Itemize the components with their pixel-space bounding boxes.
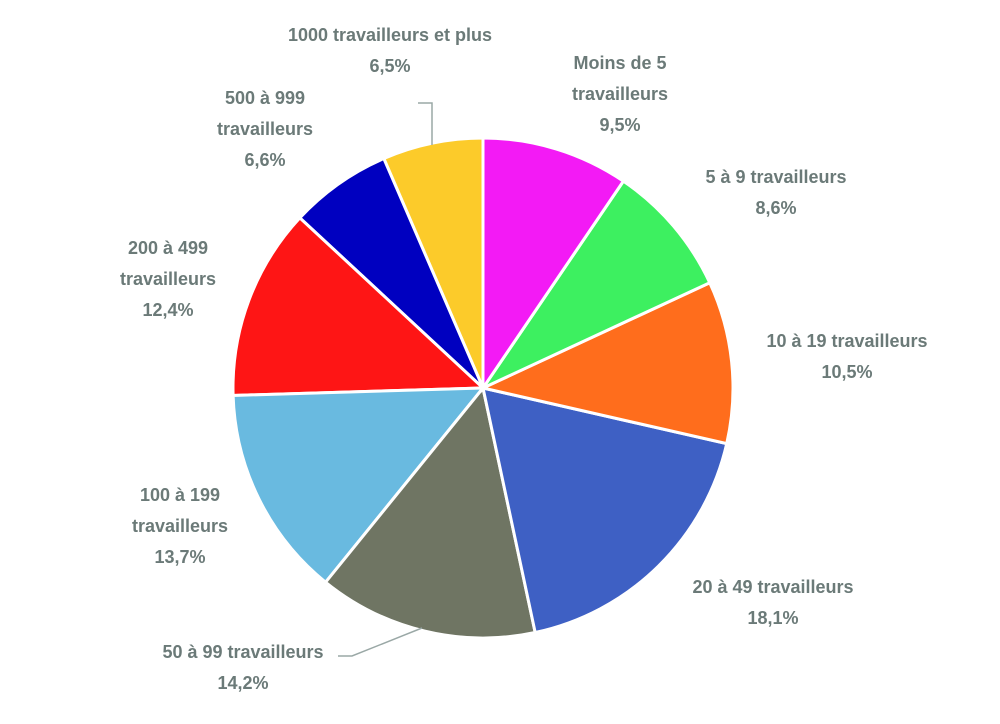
value-label: 6,5% bbox=[369, 56, 411, 76]
value-label: 18,1% bbox=[747, 608, 799, 628]
category-label: 500 à 999 travailleurs bbox=[216, 88, 314, 139]
value-label: 6,6% bbox=[244, 150, 286, 170]
category-label: 200 à 499 travailleurs bbox=[119, 238, 217, 289]
slice-label: 50 à 99 travailleurs 14,2% bbox=[123, 637, 363, 699]
category-label: 20 à 49 travailleurs bbox=[692, 577, 854, 597]
value-label: 8,6% bbox=[755, 198, 797, 218]
slice-label: 20 à 49 travailleurs 18,1% bbox=[653, 572, 893, 634]
value-label: 10,5% bbox=[821, 362, 873, 382]
pie-slice bbox=[481, 386, 729, 635]
pie-slice bbox=[323, 384, 537, 640]
slice-label: 10 à 19 travailleurs 10,5% bbox=[737, 326, 957, 388]
slice-label: 5 à 9 travailleurs 8,6% bbox=[666, 162, 886, 224]
slice-label: 1000 travailleurs et plus 6,5% bbox=[285, 20, 495, 82]
category-label: Moins de 5 travailleurs bbox=[571, 53, 669, 104]
value-label: 9,5% bbox=[599, 115, 641, 135]
pie-slice bbox=[478, 280, 735, 446]
leader-line bbox=[418, 102, 433, 145]
pie-slice bbox=[231, 215, 487, 397]
category-label: 5 à 9 travailleurs bbox=[705, 167, 847, 187]
value-label: 13,7% bbox=[154, 547, 206, 567]
pie-slice bbox=[231, 386, 487, 585]
slice-label: 500 à 999 travailleurs 6,6% bbox=[200, 83, 330, 176]
slice-label: Moins de 5 travailleurs 9,5% bbox=[545, 48, 695, 141]
category-label: 10 à 19 travailleurs bbox=[766, 331, 928, 351]
category-label: 50 à 99 travailleurs bbox=[162, 642, 324, 662]
slice-label: 200 à 499 travailleurs 12,4% bbox=[103, 233, 233, 326]
value-label: 12,4% bbox=[142, 300, 194, 320]
pie-slice bbox=[481, 136, 626, 393]
pie-slice bbox=[478, 179, 712, 392]
value-label: 14,2% bbox=[217, 673, 269, 693]
category-label: 1000 travailleurs et plus bbox=[287, 25, 493, 45]
leader-line bbox=[338, 627, 423, 657]
slice-label: 100 à 199 travailleurs 13,7% bbox=[115, 480, 245, 573]
category-label: 100 à 199 travailleurs bbox=[131, 485, 229, 536]
